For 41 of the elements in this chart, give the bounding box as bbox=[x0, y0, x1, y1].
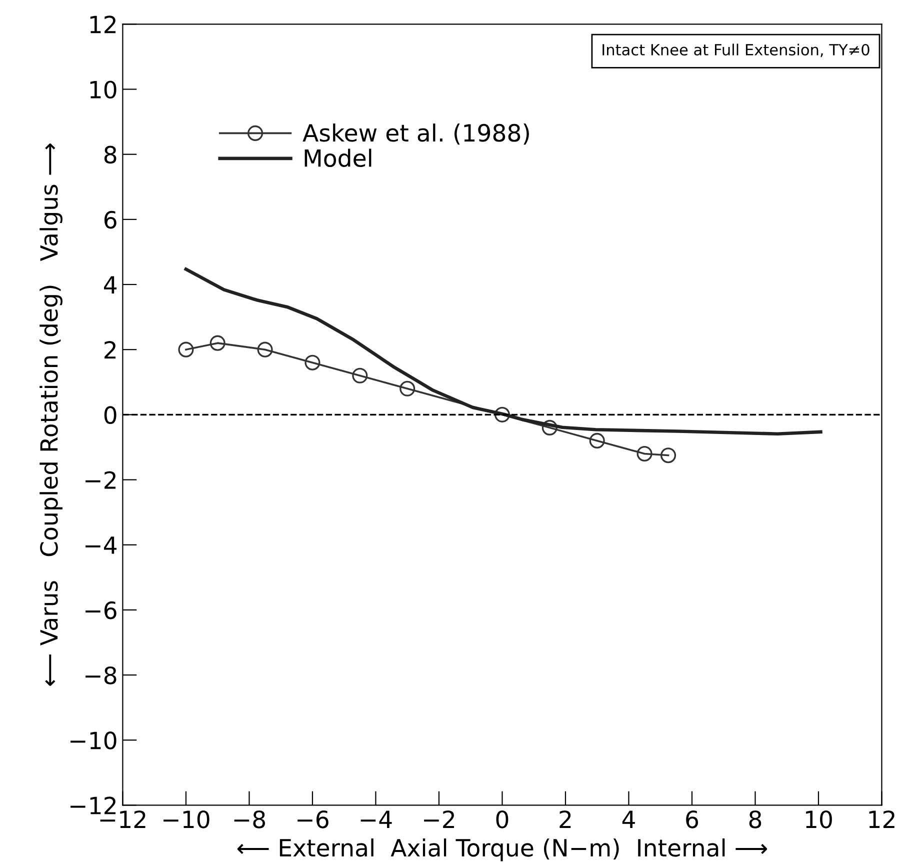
x-axis-title: ⟵ External Axial Torque (N−m) Internal ⟶ bbox=[237, 838, 768, 862]
legend-label: Askew et al. (1988) bbox=[302, 124, 529, 145]
y-tick-label: 12 bbox=[90, 16, 116, 34]
y-tick-label: −2 bbox=[86, 471, 116, 489]
y-tick-label: −6 bbox=[86, 601, 116, 620]
line-series bbox=[184, 268, 822, 436]
legend-label: Model bbox=[304, 148, 372, 168]
x-tick-label: 10 bbox=[806, 810, 832, 828]
point bbox=[178, 342, 194, 358]
annotation: Intact Knee at Full Extension, TY≠0 bbox=[602, 44, 870, 58]
x-tick-label: −4 bbox=[360, 810, 392, 828]
point bbox=[400, 380, 416, 396]
x-tick-label: −8 bbox=[234, 810, 266, 828]
x-tick-label: 8 bbox=[749, 810, 762, 828]
point bbox=[589, 432, 605, 448]
x-tick-label: 6 bbox=[686, 810, 698, 828]
y-tick-label: −10 bbox=[70, 732, 116, 750]
point bbox=[257, 342, 273, 358]
point bbox=[542, 420, 558, 436]
x-tick-label: 0 bbox=[496, 810, 508, 828]
x-tick-label: −10 bbox=[164, 810, 210, 828]
x-tick-label: −6 bbox=[298, 810, 328, 828]
y-tick-label: 6 bbox=[104, 210, 116, 229]
x-tick-label: 2 bbox=[560, 810, 571, 828]
point bbox=[636, 446, 652, 462]
y-tick-label: 2 bbox=[104, 341, 116, 359]
x-tick-label: −2 bbox=[424, 810, 454, 828]
x-tick-label: 4 bbox=[622, 810, 635, 828]
y-tick-label: 0 bbox=[104, 406, 116, 424]
point bbox=[304, 354, 320, 370]
y-tick-label: 4 bbox=[104, 276, 117, 294]
y-tick-label: −8 bbox=[86, 666, 116, 684]
y-tick-label: 8 bbox=[104, 146, 116, 164]
point bbox=[660, 448, 676, 464]
x-tick-label: 12 bbox=[869, 810, 894, 828]
y-tick-label: −4 bbox=[86, 536, 117, 554]
point bbox=[352, 368, 368, 384]
point bbox=[494, 406, 510, 422]
y-tick-label: 10 bbox=[90, 80, 116, 99]
y-axis-title: ⟵ Varus Coupled Rotation (deg) Valgus ⟶ bbox=[40, 143, 62, 686]
point bbox=[210, 335, 226, 351]
